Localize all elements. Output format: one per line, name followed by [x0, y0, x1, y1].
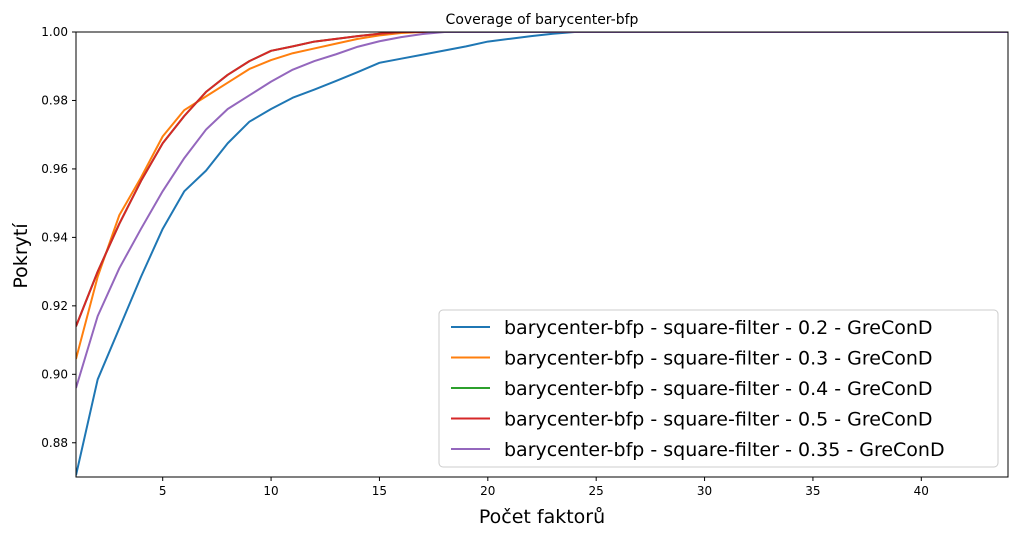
x-tick-label: 5: [159, 484, 167, 498]
y-tick-label: 0.90: [41, 367, 68, 381]
series-line-3: [76, 32, 1008, 327]
y-axis-label: Pokrytí: [10, 223, 32, 289]
y-tick-label: 0.92: [41, 299, 68, 313]
x-axis-ticks: 5 10 15 20 25 30 35 40: [159, 477, 929, 498]
y-tick-label: 0.98: [41, 93, 68, 107]
series-line-2: [76, 32, 1008, 360]
series-line-1: [76, 32, 1008, 476]
legend-label-2: barycenter-bfp - square-filter - 0.3 - G…: [504, 348, 933, 370]
y-tick-label: 0.96: [41, 162, 68, 176]
x-tick-label: 40: [914, 484, 929, 498]
y-axis-ticks: 0.88 0.90 0.92 0.94 0.96 0.98 1.00: [41, 25, 76, 450]
x-tick-label: 25: [589, 484, 604, 498]
chart-title: Coverage of barycenter-bfp: [446, 12, 639, 28]
x-tick-label: 10: [263, 484, 278, 498]
legend-label-4: barycenter-bfp - square-filter - 0.5 - G…: [504, 409, 933, 431]
legend-label-1: barycenter-bfp - square-filter - 0.2 - G…: [504, 317, 933, 339]
legend-label-5: barycenter-bfp - square-filter - 0.35 - …: [504, 439, 945, 461]
series-line-5: [76, 32, 1008, 389]
x-tick-label: 35: [805, 484, 820, 498]
x-tick-label: 20: [480, 484, 495, 498]
y-tick-label: 1.00: [41, 25, 68, 39]
x-tick-label: 30: [697, 484, 712, 498]
legend: barycenter-bfp - square-filter - 0.2 - G…: [438, 309, 999, 468]
legend-label-3: barycenter-bfp - square-filter - 0.4 - G…: [504, 378, 933, 400]
series-layer: [76, 32, 1008, 476]
y-tick-label: 0.94: [41, 230, 68, 244]
x-axis-label: Počet faktorů: [479, 506, 605, 528]
series-line-4: [76, 32, 1008, 327]
x-tick-label: 15: [372, 484, 387, 498]
legend-box: [438, 309, 999, 468]
y-tick-label: 0.88: [41, 436, 68, 450]
plot-frame: [75, 31, 1009, 478]
